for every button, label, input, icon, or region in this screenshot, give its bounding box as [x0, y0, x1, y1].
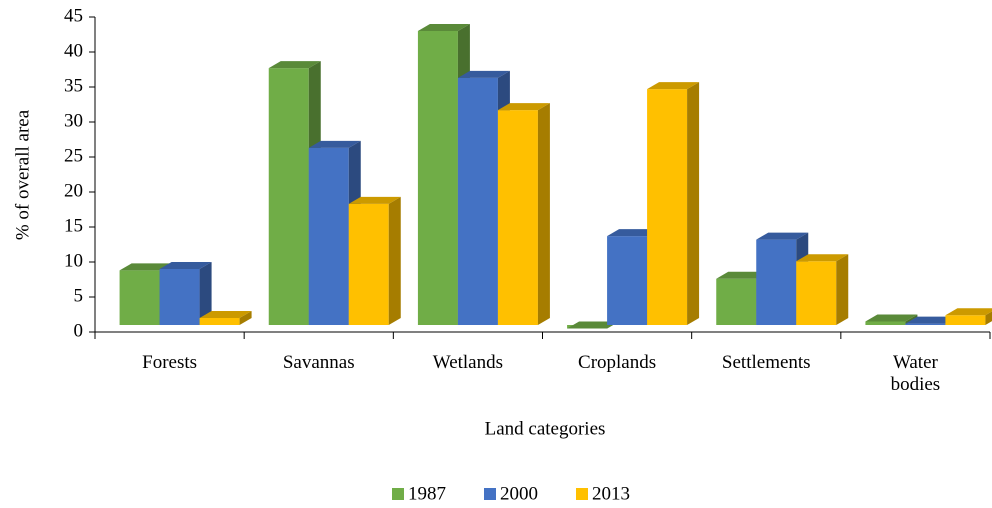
- bar-side: [687, 82, 700, 325]
- bar-top: [865, 314, 918, 322]
- bar-side: [985, 311, 992, 325]
- bar-top: [497, 103, 550, 111]
- bar-front: [457, 77, 498, 326]
- y-tick-label: 45: [64, 5, 83, 26]
- legend-swatch: [392, 488, 404, 500]
- bar-front: [497, 110, 538, 325]
- bar-top: [348, 196, 401, 204]
- bar-top: [308, 140, 361, 148]
- bar-front: [865, 321, 906, 325]
- bar-side: [239, 311, 252, 325]
- bar-top: [945, 308, 992, 316]
- legend-label: 1987: [408, 483, 446, 504]
- x-axis-title: Land categories: [485, 418, 606, 439]
- bar-front: [159, 269, 200, 325]
- bar-side: [388, 196, 401, 325]
- legend-swatch: [484, 488, 496, 500]
- bar-front: [945, 315, 986, 325]
- bar-front: [756, 239, 797, 325]
- bar-front: [308, 147, 349, 325]
- bar: [159, 262, 212, 325]
- bar-side: [836, 254, 849, 325]
- bar-top: [756, 232, 809, 240]
- bar: [647, 82, 700, 325]
- bar-front: [647, 89, 688, 325]
- x-tick-label: Forests: [142, 352, 198, 373]
- bar-front: [268, 68, 309, 325]
- bar-top: [905, 316, 958, 324]
- legend-swatch: [576, 488, 588, 500]
- bar-front: [199, 318, 240, 325]
- bar-top: [607, 229, 660, 237]
- bar-top: [159, 262, 212, 269]
- bar-top: [796, 254, 849, 262]
- bar-top: [417, 24, 470, 31]
- x-tick-label: Settlements: [721, 352, 811, 373]
- bar-front: [417, 31, 458, 325]
- bar-top: [268, 61, 321, 69]
- bar-front: [607, 236, 648, 325]
- bar-front: [905, 323, 946, 325]
- bar-front: [119, 270, 160, 325]
- y-tick-label: 30: [64, 110, 83, 131]
- x-tick-label: Croplands: [578, 352, 657, 373]
- y-tick-label: 5: [74, 285, 84, 306]
- y-tick-label: 35: [64, 75, 83, 96]
- y-tick-label: 40: [64, 40, 83, 61]
- legend-label: 2000: [500, 483, 538, 504]
- y-tick-label: 15: [64, 215, 83, 236]
- x-tick-label: Water bodies: [890, 352, 941, 395]
- y-tick-label: 25: [64, 145, 83, 166]
- bar: [567, 318, 620, 329]
- bar: [497, 103, 550, 325]
- x-tick-label: Wetlands: [432, 352, 504, 373]
- legend-label: 2013: [592, 483, 630, 504]
- y-axis-title: % of overall area: [12, 109, 33, 240]
- y-tick-label: 0: [74, 320, 84, 341]
- y-tick-label: 10: [64, 250, 83, 271]
- bar-front: [716, 278, 757, 325]
- bar-top: [567, 321, 620, 329]
- bar-top: [199, 311, 252, 318]
- bar: [348, 196, 401, 325]
- bar-side: [537, 103, 550, 325]
- bar-top: [457, 70, 510, 78]
- bar-top: [647, 82, 700, 90]
- bar: [199, 311, 252, 325]
- bar-front: [348, 203, 389, 325]
- bar-front: [796, 261, 837, 325]
- bar-top: [716, 271, 769, 279]
- bar: [945, 308, 992, 325]
- bar-top: [119, 263, 172, 271]
- x-tick-label: Savannas: [282, 352, 355, 373]
- bar: [796, 254, 849, 325]
- y-tick-label: 20: [64, 180, 83, 201]
- bar-side: [199, 262, 212, 325]
